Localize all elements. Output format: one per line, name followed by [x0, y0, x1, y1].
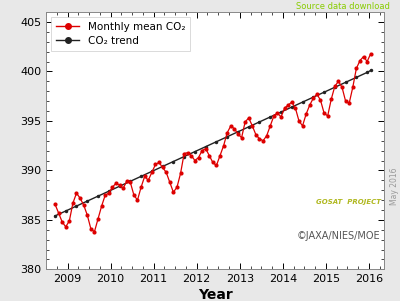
Text: Source data download: Source data download: [296, 2, 390, 11]
Text: ©JAXA/NIES/MOE: ©JAXA/NIES/MOE: [297, 231, 381, 241]
Legend: Monthly mean CO₂, CO₂ trend: Monthly mean CO₂, CO₂ trend: [51, 17, 190, 51]
Text: GOSAT  PROJECT: GOSAT PROJECT: [316, 200, 381, 206]
X-axis label: Year: Year: [198, 288, 232, 301]
Text: May 2016: May 2016: [390, 168, 399, 205]
